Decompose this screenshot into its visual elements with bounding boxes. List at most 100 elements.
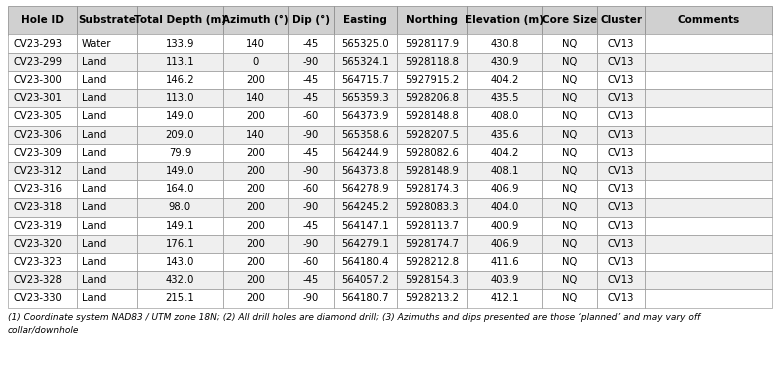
Text: CV23-293: CV23-293: [13, 39, 62, 49]
Bar: [223, 235, 288, 253]
Bar: [334, 71, 397, 89]
Text: CV23-306: CV23-306: [13, 130, 62, 139]
Bar: [467, 253, 542, 271]
Text: 5928212.8: 5928212.8: [405, 257, 459, 267]
Bar: [137, 162, 223, 180]
Bar: [467, 6, 542, 34]
Text: 406.9: 406.9: [491, 184, 519, 194]
Bar: [334, 89, 397, 107]
Text: CV23-320: CV23-320: [13, 239, 62, 249]
Bar: [137, 107, 223, 125]
Bar: [334, 180, 397, 198]
Text: 564180.4: 564180.4: [342, 257, 389, 267]
Text: CV13: CV13: [608, 293, 634, 304]
Text: 79.9: 79.9: [168, 148, 191, 158]
Text: -60: -60: [303, 111, 319, 121]
Text: Land: Land: [82, 57, 106, 67]
Bar: [8, 289, 76, 307]
Text: 403.9: 403.9: [491, 275, 519, 285]
Text: CV13: CV13: [608, 184, 634, 194]
Text: 209.0: 209.0: [165, 130, 194, 139]
Text: Land: Land: [82, 75, 106, 85]
Bar: [334, 107, 397, 125]
Text: CV23-300: CV23-300: [13, 75, 62, 85]
Bar: [137, 198, 223, 216]
Bar: [597, 216, 645, 235]
Text: 200: 200: [246, 275, 264, 285]
Text: 200: 200: [246, 111, 264, 121]
Text: Land: Land: [82, 275, 106, 285]
Text: -45: -45: [303, 148, 319, 158]
Bar: [397, 253, 467, 271]
Text: 564147.1: 564147.1: [342, 221, 389, 230]
Text: 149.0: 149.0: [165, 166, 194, 176]
Bar: [8, 71, 76, 89]
Bar: [467, 107, 542, 125]
Bar: [397, 107, 467, 125]
Bar: [288, 216, 334, 235]
Text: -60: -60: [303, 184, 319, 194]
Bar: [597, 162, 645, 180]
Bar: [76, 289, 137, 307]
Text: 200: 200: [246, 239, 264, 249]
Bar: [597, 71, 645, 89]
Text: NQ: NQ: [562, 184, 577, 194]
Bar: [8, 180, 76, 198]
Bar: [288, 162, 334, 180]
Bar: [76, 107, 137, 125]
Text: 404.0: 404.0: [491, 202, 519, 212]
Bar: [467, 89, 542, 107]
Bar: [645, 271, 772, 289]
Bar: [397, 34, 467, 53]
Text: Cluster: Cluster: [600, 15, 642, 25]
Text: -90: -90: [303, 130, 319, 139]
Bar: [137, 253, 223, 271]
Text: NQ: NQ: [562, 275, 577, 285]
Text: 5928148.9: 5928148.9: [405, 166, 459, 176]
Bar: [334, 34, 397, 53]
Text: 430.9: 430.9: [491, 57, 519, 67]
Text: Land: Land: [82, 111, 106, 121]
Text: 404.2: 404.2: [491, 75, 519, 85]
Bar: [288, 6, 334, 34]
Text: -45: -45: [303, 39, 319, 49]
Bar: [467, 180, 542, 198]
Bar: [645, 216, 772, 235]
Bar: [288, 34, 334, 53]
Bar: [223, 144, 288, 162]
Bar: [223, 89, 288, 107]
Bar: [334, 289, 397, 307]
Bar: [542, 271, 597, 289]
Text: -90: -90: [303, 239, 319, 249]
Text: NQ: NQ: [562, 130, 577, 139]
Bar: [76, 144, 137, 162]
Text: CV13: CV13: [608, 275, 634, 285]
Text: 176.1: 176.1: [165, 239, 194, 249]
Bar: [76, 216, 137, 235]
Bar: [76, 271, 137, 289]
Text: 5928174.3: 5928174.3: [405, 184, 459, 194]
Bar: [223, 271, 288, 289]
Text: Land: Land: [82, 239, 106, 249]
Bar: [137, 6, 223, 34]
Bar: [597, 253, 645, 271]
Bar: [397, 271, 467, 289]
Bar: [397, 216, 467, 235]
Bar: [334, 198, 397, 216]
Bar: [542, 289, 597, 307]
Bar: [334, 125, 397, 144]
Text: NQ: NQ: [562, 202, 577, 212]
Bar: [645, 144, 772, 162]
Bar: [397, 162, 467, 180]
Text: CV13: CV13: [608, 93, 634, 103]
Text: 565358.6: 565358.6: [342, 130, 389, 139]
Bar: [397, 53, 467, 71]
Bar: [467, 53, 542, 71]
Bar: [137, 180, 223, 198]
Bar: [334, 271, 397, 289]
Text: 564057.2: 564057.2: [342, 275, 389, 285]
Bar: [542, 216, 597, 235]
Bar: [288, 89, 334, 107]
Text: -90: -90: [303, 57, 319, 67]
Text: 564715.7: 564715.7: [342, 75, 389, 85]
